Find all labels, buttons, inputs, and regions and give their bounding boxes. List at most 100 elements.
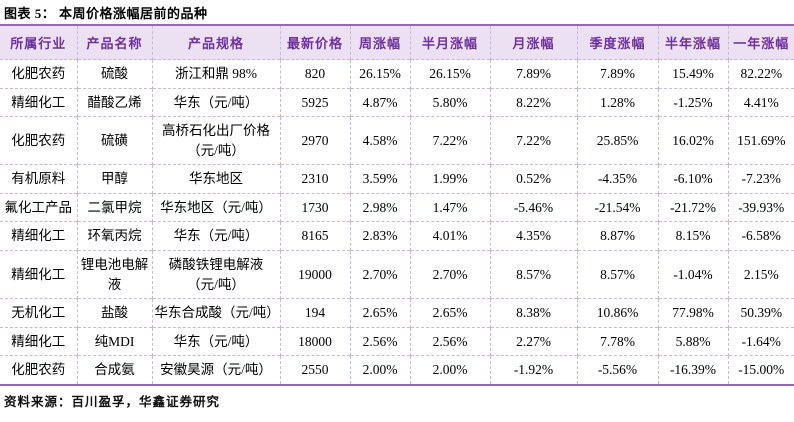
table-cell: 华东（元/吨） (151, 87, 280, 117)
table-cell: 硫磺 (76, 116, 152, 165)
table-cell: 1.47% (409, 192, 490, 222)
table-row: 精细化工 纯MDI 华东（元/吨） 18000 2.56% 2.56% 2.27% 7.78%… (0, 326, 794, 356)
table-cell: 有机原料 (0, 164, 77, 194)
table-cell: 4.01% (409, 221, 490, 251)
table-cell: -6.10% (657, 164, 728, 194)
table-cell: 15.49% (657, 59, 728, 89)
table-cell: 8.15% (657, 221, 728, 251)
table-cell: 4.35% (489, 221, 577, 251)
table-row: 有机原料 甲醇 华东地区 2310 3.59% 1.99% 0.52% -4.35% -6.10… (0, 164, 794, 194)
table-body: 化肥农药 硫酸 浙江和鼎 98% 820 26.15% 26.15% 7.89% 7.89% 1… (0, 59, 794, 385)
table-cell: 4.41% (727, 87, 794, 117)
table-row: 化肥农药 合成氨 安徽昊源（元/吨） 2550 2.00% 2.00% -1.92% -5.5… (0, 355, 794, 385)
table-cell: 194 (279, 298, 350, 328)
table-cell: -16.39% (657, 355, 728, 385)
figure-title: 图表 5： 本周价格涨幅居前的品种 (4, 6, 208, 21)
table-cell: 8.87% (576, 221, 658, 251)
table-cell: 18000 (279, 326, 350, 356)
table-cell: -1.92% (489, 355, 577, 385)
table-cell: 77.98% (657, 298, 728, 328)
table-cell: 50.39% (727, 298, 794, 328)
table-cell: 82.22% (727, 59, 794, 89)
table-cell: 7.22% (409, 116, 490, 165)
table-cell: 高桥石化出厂价格（元/吨） (151, 116, 280, 165)
header-cell-8: 半年涨幅 (657, 25, 728, 60)
table-row: 精细化工 锂电池电解液 磷酸铁锂电解液（元/吨） 19000 2.70% 2.70% 8.5… (0, 249, 794, 299)
table-cell: 华东（元/吨） (151, 221, 280, 251)
table-cell: 2.00% (409, 355, 490, 385)
price-gainers-table: 所属行业 产品名称 产品规格 最新价格 周涨幅 半月涨幅 月涨幅 季度涨幅 半年涨幅 一年涨幅 化… (0, 24, 794, 386)
table-cell: 精细化工 (0, 221, 77, 251)
table-cell: 5.88% (657, 326, 728, 356)
table-cell: 0.52% (489, 164, 577, 194)
table-cell: 5925 (279, 87, 350, 117)
table-cell: 无机化工 (0, 298, 77, 328)
table-cell: 2.65% (349, 298, 410, 328)
table-cell: 化肥农药 (0, 116, 77, 165)
table-cell: 8.57% (576, 249, 658, 299)
table-cell: 8.38% (489, 298, 577, 328)
header-cell-6: 月涨幅 (489, 25, 577, 60)
table-cell: 1.28% (576, 87, 658, 117)
table-cell: 醋酸乙烯 (76, 87, 152, 117)
table-cell: 3.59% (349, 164, 410, 194)
table-cell: 安徽昊源（元/吨） (151, 355, 280, 385)
table-cell: -5.46% (489, 192, 577, 222)
table-cell: 7.89% (489, 59, 577, 89)
header-cell-3: 最新价格 (279, 25, 350, 60)
table-cell: 化肥农药 (0, 59, 77, 89)
table-cell: 2.70% (409, 249, 490, 299)
table-cell: 华东合成酸（元/吨） (151, 298, 280, 328)
table-row: 精细化工 醋酸乙烯 华东（元/吨） 5925 4.87% 5.80% 8.22% 1.28% -… (0, 87, 794, 117)
table-row: 氟化工产品 二氯甲烷 华东地区（元/吨） 1730 2.98% 1.47% -5.46% -2… (0, 192, 794, 222)
table-header: 所属行业 产品名称 产品规格 最新价格 周涨幅 半月涨幅 月涨幅 季度涨幅 半年涨幅 一年涨幅 (0, 25, 794, 60)
source-note: 资料来源：百川盈孚，华鑫证券研究 (4, 394, 221, 409)
table-cell: -4.35% (576, 164, 658, 194)
table-cell: 820 (279, 59, 350, 89)
table-cell: 1.99% (409, 164, 490, 194)
header-cell-1: 产品名称 (76, 25, 152, 60)
table-cell: 2970 (279, 116, 350, 165)
table-cell: 二氯甲烷 (76, 192, 152, 222)
header-cell-5: 半月涨幅 (409, 25, 490, 60)
header-cell-2: 产品规格 (151, 25, 280, 60)
table-cell: 7.78% (576, 326, 658, 356)
table-cell: 华东（元/吨） (151, 326, 280, 356)
table-cell: 2310 (279, 164, 350, 194)
table-cell: -39.93% (727, 192, 794, 222)
table-cell: 2.27% (489, 326, 577, 356)
table-cell: 磷酸铁锂电解液（元/吨） (151, 249, 280, 299)
table-cell: 华东地区 (151, 164, 280, 194)
table-cell: 精细化工 (0, 87, 77, 117)
table-cell: -5.56% (576, 355, 658, 385)
table-cell: -1.64% (727, 326, 794, 356)
table-cell: 华东地区（元/吨） (151, 192, 280, 222)
table-cell: -15.00% (727, 355, 794, 385)
table-cell: 2.56% (349, 326, 410, 356)
table-cell: 7.89% (576, 59, 658, 89)
table-cell: 环氧丙烷 (76, 221, 152, 251)
table-cell: 纯MDI (76, 326, 152, 356)
table-cell: 151.69% (727, 116, 794, 165)
header-cell-4: 周涨幅 (349, 25, 410, 60)
table-cell: 5.80% (409, 87, 490, 117)
table-cell: 氟化工产品 (0, 192, 77, 222)
table-cell: 2.98% (349, 192, 410, 222)
table-cell: 2.00% (349, 355, 410, 385)
table-cell: 8.57% (489, 249, 577, 299)
table-cell: -1.25% (657, 87, 728, 117)
table-cell: 硫酸 (76, 59, 152, 89)
table-cell: 26.15% (349, 59, 410, 89)
table-cell: 1730 (279, 192, 350, 222)
table-row: 化肥农药 硫磺 高桥石化出厂价格（元/吨） 2970 4.58% 7.22% 7.22% 25… (0, 116, 794, 165)
table-cell: 26.15% (409, 59, 490, 89)
table-cell: 10.86% (576, 298, 658, 328)
table-cell: -1.04% (657, 249, 728, 299)
table-cell: -21.72% (657, 192, 728, 222)
table-cell: 25.85% (576, 116, 658, 165)
table-cell: 合成氨 (76, 355, 152, 385)
table-cell: 2.15% (727, 249, 794, 299)
table-cell: -7.23% (727, 164, 794, 194)
table-cell: 8.22% (489, 87, 577, 117)
